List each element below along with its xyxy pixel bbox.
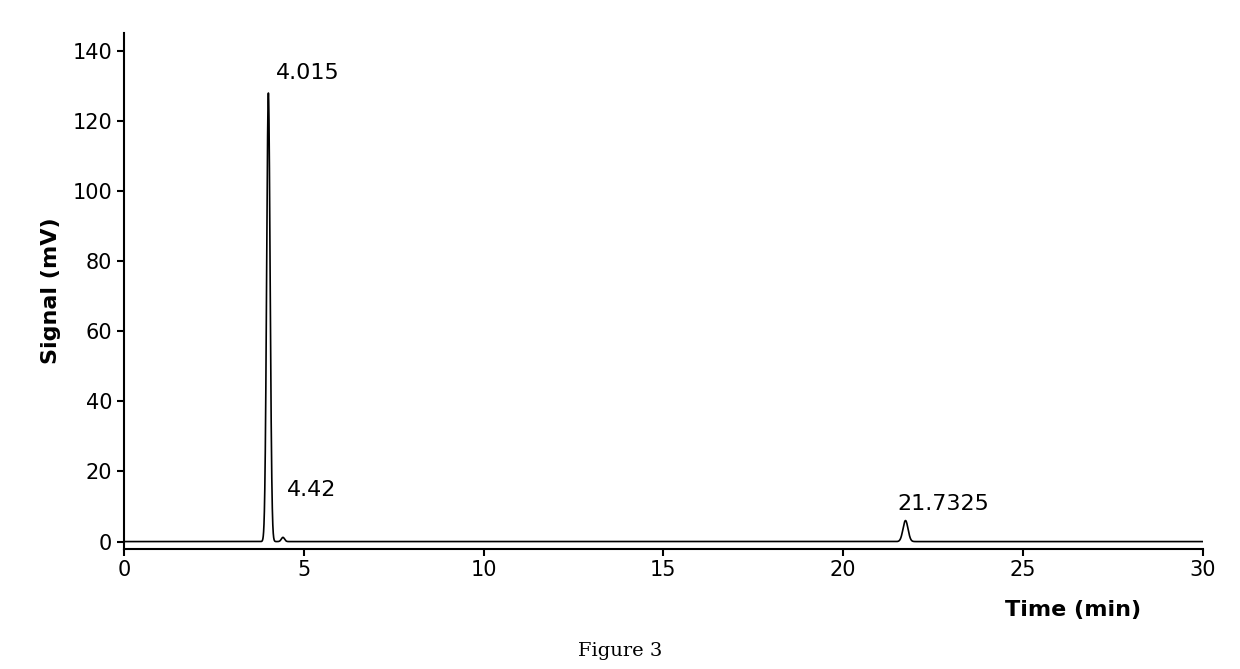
Text: 21.7325: 21.7325 [898,494,990,514]
Y-axis label: Signal (mV): Signal (mV) [41,217,61,365]
Text: 4.015: 4.015 [275,62,340,82]
Text: 4.42: 4.42 [286,480,336,500]
Text: Figure 3: Figure 3 [578,642,662,660]
X-axis label: Time (min): Time (min) [1006,600,1141,620]
